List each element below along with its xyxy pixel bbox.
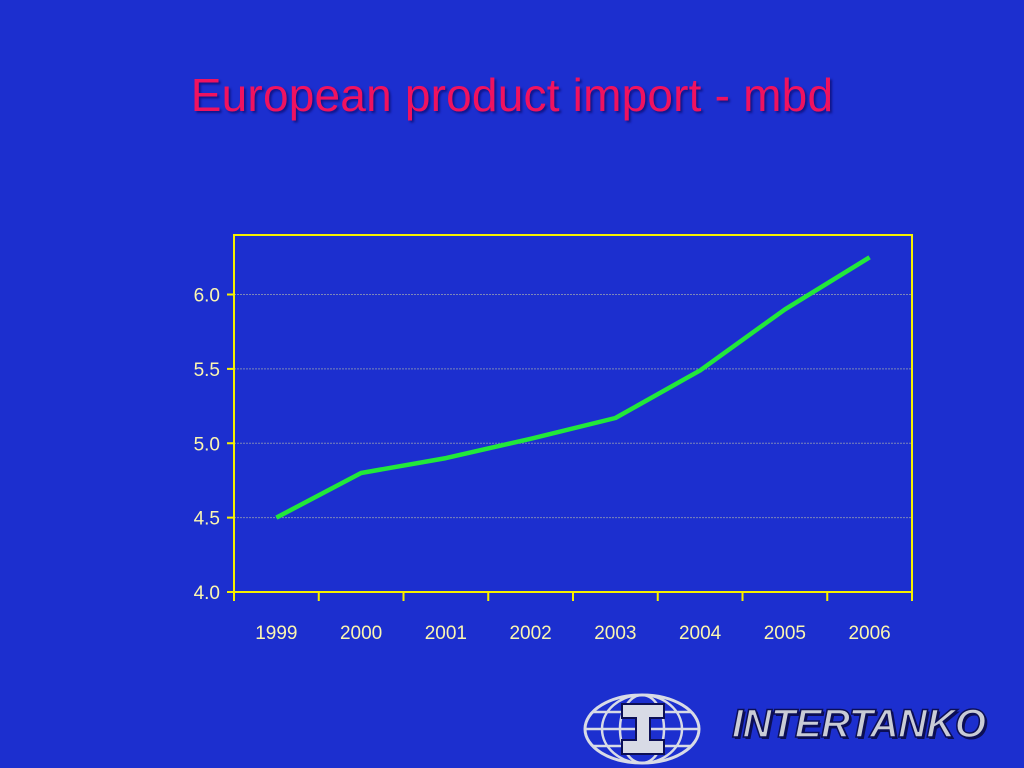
intertanko-logo: INTERTANKO [582, 690, 1024, 768]
x-tick-label-2000: 2000 [340, 623, 382, 644]
y-tick-label: 5.0 [194, 434, 220, 455]
y-tick-label: 5.5 [194, 360, 220, 381]
x-tick-label-1999: 1999 [255, 623, 297, 644]
x-tick-label-2002: 2002 [509, 623, 551, 644]
x-tick-label-2004: 2004 [679, 623, 722, 644]
y-tick-label: 4.5 [194, 509, 220, 530]
x-tick-label-2003: 2003 [594, 623, 636, 644]
y-tick-label: 4.0 [194, 583, 220, 604]
slide-title: European product import - mbd [190, 69, 834, 121]
x-tick-label-2001: 2001 [425, 623, 467, 644]
globe-icon [583, 693, 701, 765]
logo-wordmark: INTERTANKO [731, 701, 987, 747]
y-tick-label: 6.0 [194, 286, 220, 307]
series-line-0 [275, 255, 871, 520]
series-layer [275, 255, 871, 520]
axis-ticks [227, 293, 913, 601]
gridlines [234, 294, 912, 519]
plot-frame [233, 234, 913, 593]
x-tick-label-2005: 2005 [764, 623, 806, 644]
tick-labels: 4.0 4.5 5.0 5.5 6.0 1999 2000 2001 2002 2003 2004 2… [194, 286, 891, 645]
x-tick-label-2006: 2006 [848, 623, 890, 644]
